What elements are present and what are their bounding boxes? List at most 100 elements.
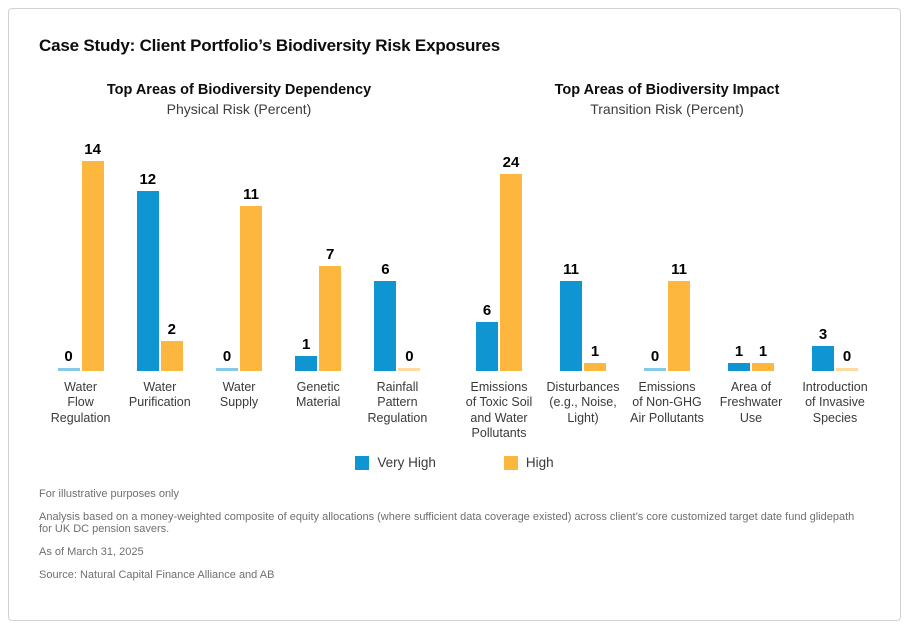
bar-wrap: 0 <box>644 349 666 371</box>
bar-wrap: 1 <box>295 336 318 371</box>
bar-very-high <box>812 346 834 371</box>
charts-row: Top Areas of Biodiversity Dependency Phy… <box>35 82 900 441</box>
category-group: 6 24 Emissions of Toxic Soil and Water Pol… <box>457 141 541 441</box>
bar-very-high <box>295 356 318 371</box>
legend: Very High High <box>9 455 900 470</box>
high-swatch-icon <box>503 455 518 470</box>
bar-value-label: 0 <box>650 348 660 365</box>
bar-pair: 6 24 <box>476 141 522 371</box>
bar-value-label: 0 <box>222 348 232 365</box>
category-label: Water Purification <box>128 380 191 410</box>
footnote-as-of-date: As of March 31, 2025 <box>39 546 144 558</box>
bar-high <box>160 341 183 371</box>
category-label: Emissions of Toxic Soil and Water Pollut… <box>465 380 533 440</box>
bar-value-label: 11 <box>671 261 687 278</box>
bar-high <box>752 363 774 371</box>
category-label: Emissions of Non-GHG Air Pollutants <box>630 380 704 425</box>
category-group: 6 0 Rainfall Pattern Regulation <box>358 141 437 426</box>
bar-very-high <box>216 368 238 371</box>
bar-high <box>81 161 104 371</box>
bar-wrap: 11 <box>668 262 690 371</box>
very-high-swatch-icon <box>355 455 370 470</box>
bar-value-label: 6 <box>381 261 390 278</box>
bar-wrap: 6 <box>374 261 397 371</box>
bar-pair: 0 11 <box>216 141 262 371</box>
legend-label: High <box>525 455 554 470</box>
category-group: 1 7 Genetic Material <box>279 141 358 426</box>
bar-value-label: 1 <box>758 343 768 360</box>
category-group: 1 1 Area of Freshwater Use <box>709 141 793 441</box>
bar-very-high <box>476 322 498 371</box>
bar-wrap: 2 <box>160 321 183 371</box>
page-title: Case Study: Client Portfolio’s Biodivers… <box>39 36 501 55</box>
category-group: 11 1 Disturbances (e.g., Noise, Light) <box>541 141 625 441</box>
bar-value-label: 0 <box>64 348 73 365</box>
bar-high <box>319 266 342 371</box>
bar-value-label: 11 <box>563 261 579 278</box>
category-group: 12 2 Water Purification <box>120 141 199 426</box>
legend-label: Very High <box>377 455 436 470</box>
footnote-source: Source: Natural Capital Finance Alliance… <box>39 569 275 581</box>
chart-title: Top Areas of Biodiversity Impact <box>554 82 780 98</box>
bar-very-high <box>560 281 582 371</box>
bar-wrap: 7 <box>319 246 342 371</box>
category-label: Rainfall Pattern Regulation <box>367 380 428 425</box>
bar-wrap: 12 <box>136 171 159 371</box>
footnote-illustrative: For illustrative purposes only <box>39 488 180 500</box>
chart-dependency: Top Areas of Biodiversity Dependency Phy… <box>35 82 443 441</box>
bar-value-label: 7 <box>326 246 335 263</box>
bar-high <box>500 174 522 371</box>
chart-title: Top Areas of Biodiversity Dependency <box>106 82 372 98</box>
bar-value-label: 0 <box>405 348 414 365</box>
legend-item-high: High <box>503 455 554 470</box>
category-label: Water Flow Regulation <box>50 380 111 425</box>
bar-pair: 0 14 <box>57 141 104 371</box>
bar-value-label: 1 <box>734 343 744 360</box>
bar-value-label: 2 <box>167 321 176 338</box>
bar-value-label: 12 <box>139 171 157 188</box>
category-group: 3 0 Introduction of Invasive Species <box>793 141 877 441</box>
category-group: 0 14 Water Flow Regulation <box>41 141 120 426</box>
bar-value-label: 6 <box>482 302 492 319</box>
category-group: 0 11 Emissions of Non-GHG Air Pollutants <box>625 141 709 441</box>
bar-wrap: 0 <box>398 348 421 371</box>
bar-value-label: 1 <box>590 343 600 360</box>
plot-area: 6 24 Emissions of Toxic Soil and Water Pol… <box>451 141 883 441</box>
bar-pair: 12 2 <box>136 141 183 371</box>
chart-subtitle: Physical Risk (Percent) <box>166 101 312 117</box>
bar-wrap: 14 <box>81 142 104 371</box>
bar-high <box>240 206 262 371</box>
category-label: Introduction of Invasive Species <box>802 380 868 425</box>
bar-wrap: 1 <box>752 344 774 371</box>
category-label: Genetic Material <box>295 380 341 410</box>
bar-wrap: 1 <box>728 344 750 371</box>
bar-wrap: 0 <box>836 349 858 371</box>
category-label: Disturbances (e.g., Noise, Light) <box>546 380 620 425</box>
bar-pair: 0 11 <box>644 141 690 371</box>
bar-wrap: 6 <box>476 303 498 371</box>
bar-high <box>584 363 606 371</box>
bar-value-label: 11 <box>243 186 259 203</box>
footnote-analysis: Analysis based on a money-weighted compo… <box>39 511 855 535</box>
bar-value-label: 1 <box>302 336 311 353</box>
bar-pair: 11 1 <box>560 141 606 371</box>
category-label: Water Supply <box>219 380 259 410</box>
chart-impact: Top Areas of Biodiversity Impact Transit… <box>451 82 883 441</box>
bar-value-label: 0 <box>842 348 852 365</box>
bar-high <box>836 368 858 371</box>
bar-wrap: 0 <box>57 348 80 371</box>
bar-value-label: 24 <box>502 154 520 171</box>
category-label: Area of Freshwater Use <box>719 380 783 425</box>
plot-area: 0 14 Water Flow Regulation 12 2 Water Purific… <box>35 141 443 426</box>
bar-high <box>668 281 690 371</box>
bar-value-label: 3 <box>818 326 828 343</box>
bar-wrap: 24 <box>500 155 522 371</box>
bar-wrap: 11 <box>240 187 262 371</box>
bar-wrap: 3 <box>812 327 834 371</box>
bar-very-high <box>57 368 80 371</box>
bar-high <box>398 368 421 371</box>
